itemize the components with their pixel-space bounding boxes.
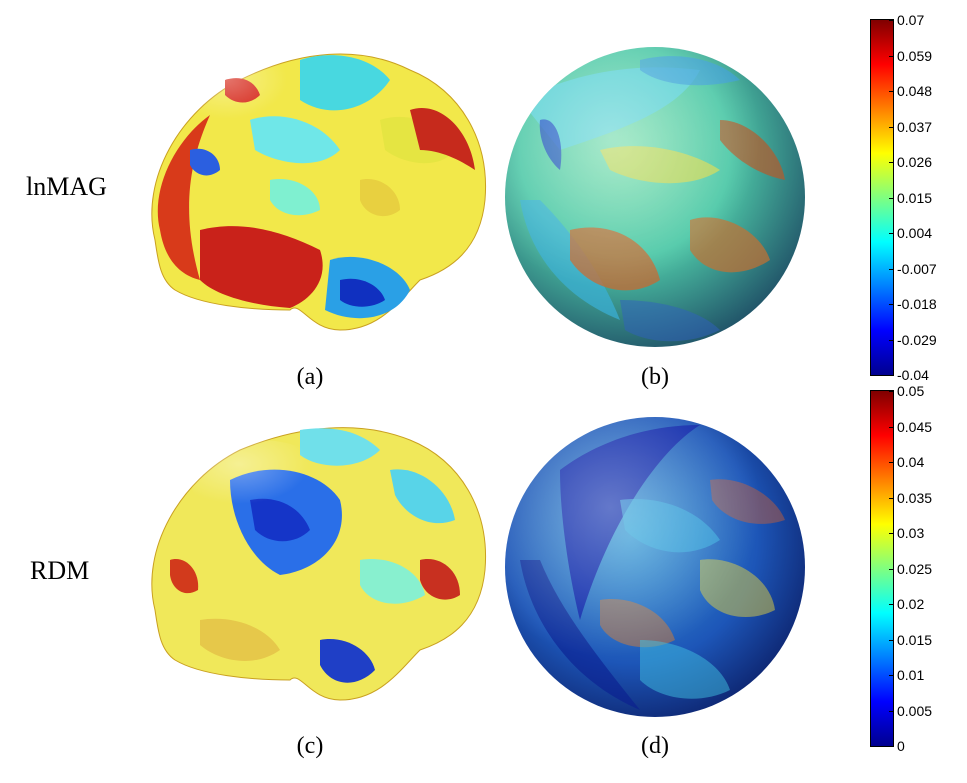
colorbar-top-tick-label: 0.048 (897, 83, 933, 99)
colorbar-bottom-tick-label: 0.01 (897, 667, 925, 683)
colorbar-bottom-gradient (870, 390, 894, 747)
colorbar-bottom-tick-mark (889, 462, 893, 463)
colorbar-top-tick-label: -0.018 (897, 296, 937, 312)
colorbar-top-tick-label: -0.029 (897, 331, 937, 348)
colorbar-top-tick-mark (889, 375, 893, 376)
colorbar-top-tick-label: 0.07 (897, 12, 925, 28)
colorbar-top-tick-mark (889, 20, 893, 21)
colorbar-top-tick-mark (889, 55, 893, 57)
colorbar-bottom-tick-mark (889, 497, 893, 499)
colorbar-bottom-tick-mark (889, 426, 893, 428)
colorbar-bottom-tick-label: 0 (897, 738, 905, 754)
colorbar-top-tick-mark (889, 91, 893, 92)
colorbar-bottom-tick-mark (889, 533, 893, 534)
colorbar-bottom-tick-mark (889, 639, 893, 641)
colorbar-bottom-tick-label: 0.02 (897, 596, 925, 612)
colorbar-top-tick-label: 0.059 (897, 47, 933, 64)
brain-surface-a (151, 53, 487, 331)
colorbar-top-tick-mark (889, 162, 893, 163)
panel-label-d: (d) (641, 733, 669, 759)
colorbar-top-tick-mark (889, 339, 893, 341)
colorbar-bottom-tick-label: 0.035 (897, 489, 933, 506)
colorbar-top-tick-mark (889, 233, 893, 234)
colorbar-top-tick-mark (889, 304, 893, 305)
colorbar-bottom-tick-label: 0.005 (897, 702, 933, 719)
colorbar-bottom-tick-label: 0.015 (897, 631, 933, 648)
colorbar-top-tick-label: 0.037 (897, 118, 933, 135)
colorbar-bottom-tick-label: 0.025 (897, 560, 933, 577)
colorbar-bottom-tick-label: 0.04 (897, 454, 925, 470)
colorbar-top-tick-label: -0.04 (897, 367, 929, 383)
colorbar-top-gradient (870, 19, 894, 376)
brain-surface-c (151, 427, 487, 701)
panel-label-a: (a) (296, 364, 324, 390)
colorbar-bottom-tick-mark (889, 710, 893, 712)
colorbar-top-tick-mark (889, 126, 893, 128)
colorbar-bottom-tick-mark (889, 746, 893, 747)
colorbar-bottom-tick-mark (889, 568, 893, 570)
colorbar-bottom-tick-mark (889, 391, 893, 392)
colorbar-bottom-tick-label: 0.045 (897, 418, 933, 435)
colorbar-top-tick-label: 0.015 (897, 189, 933, 206)
colorbar-top-tick-mark (889, 197, 893, 199)
panel-label-c: (c) (296, 733, 324, 759)
row-label-lnmag: lnMAG (26, 172, 107, 201)
colorbar-bottom-tick-mark (889, 675, 893, 676)
colorbar-bottom-tick-mark (889, 604, 893, 605)
panel-label-b: (b) (641, 364, 669, 390)
sphere-surface-b (505, 47, 805, 347)
colorbar-top-tick-mark (889, 268, 893, 270)
row-label-rdm: RDM (30, 556, 90, 585)
colorbar-top-tick-label: 0.004 (897, 225, 933, 241)
colorbar-top-tick-label: -0.007 (897, 260, 937, 277)
colorbar-top-tick-label: 0.026 (897, 154, 933, 170)
colorbar-bottom-tick-label: 0.03 (897, 525, 925, 541)
sphere-surface-d (505, 417, 805, 717)
colorbar-bottom-tick-label: 0.05 (897, 383, 925, 399)
